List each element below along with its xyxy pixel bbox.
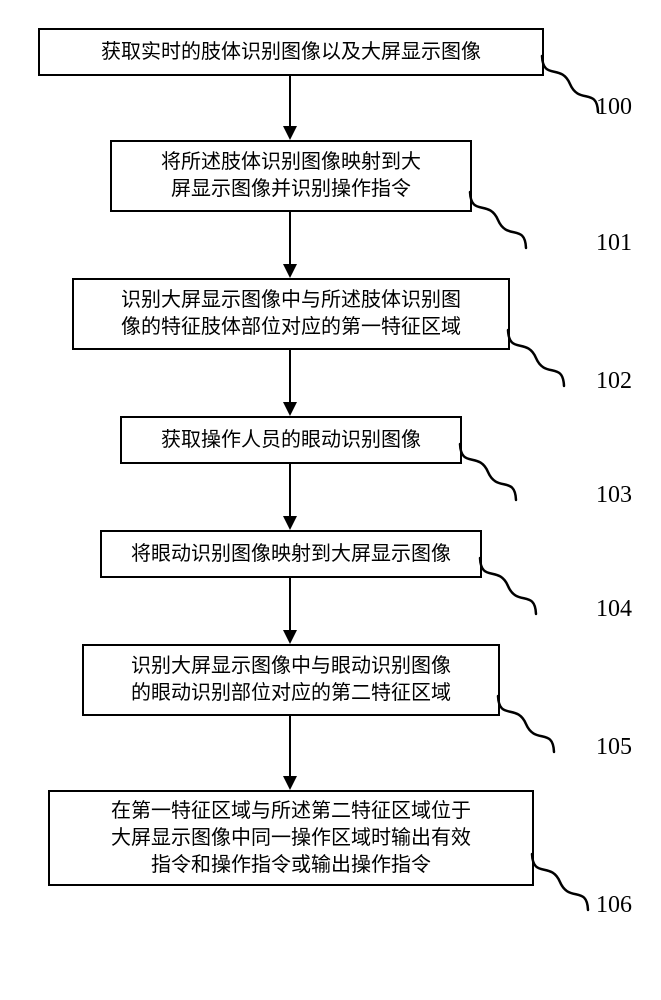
node-text: 获取操作人员的眼动识别图像 [161,427,421,454]
edge-line [289,578,291,630]
brace-connector [530,852,590,912]
node-label: 100 [596,94,632,121]
flowchart-node: 将所述肢体识别图像映射到大屏显示图像并识别操作指令 [110,140,472,212]
node-text: 在第一特征区域与所述第二特征区域位于大屏显示图像中同一操作区域时输出有效指令和操… [111,798,471,879]
node-text: 识别大屏显示图像中与眼动识别图像的眼动识别部位对应的第二特征区域 [131,653,451,707]
edge-line [289,212,291,264]
edge-arrowhead [283,776,297,790]
edge-arrowhead [283,264,297,278]
edge-line [289,350,291,402]
brace-connector [496,694,556,754]
node-text: 将所述肢体识别图像映射到大屏显示图像并识别操作指令 [161,149,421,203]
node-text: 将眼动识别图像映射到大屏显示图像 [131,541,451,568]
flowchart-node: 识别大屏显示图像中与所述肢体识别图像的特征肢体部位对应的第一特征区域 [72,278,510,350]
node-label: 101 [596,230,632,257]
flowchart-node: 在第一特征区域与所述第二特征区域位于大屏显示图像中同一操作区域时输出有效指令和操… [48,790,534,886]
node-text: 获取实时的肢体识别图像以及大屏显示图像 [101,39,481,66]
edge-line [289,464,291,516]
flowchart-node: 获取实时的肢体识别图像以及大屏显示图像 [38,28,544,76]
node-label: 104 [596,596,632,623]
node-label: 105 [596,734,632,761]
edge-arrowhead [283,402,297,416]
node-label: 103 [596,482,632,509]
node-text: 识别大屏显示图像中与所述肢体识别图像的特征肢体部位对应的第一特征区域 [121,287,461,341]
edge-arrowhead [283,126,297,140]
brace-connector [468,190,528,250]
edge-arrowhead [283,516,297,530]
node-label: 102 [596,368,632,395]
brace-connector [506,328,566,388]
flowchart-node: 识别大屏显示图像中与眼动识别图像的眼动识别部位对应的第二特征区域 [82,644,500,716]
brace-connector [540,54,600,114]
flowchart-node: 获取操作人员的眼动识别图像 [120,416,462,464]
edge-line [289,76,291,126]
edge-line [289,716,291,776]
edge-arrowhead [283,630,297,644]
brace-connector [478,556,538,616]
flowchart-node: 将眼动识别图像映射到大屏显示图像 [100,530,482,578]
flowchart-canvas: 获取实时的肢体识别图像以及大屏显示图像 100 将所述肢体识别图像映射到大屏显示图像… [0,0,661,1000]
node-label: 106 [596,892,632,919]
brace-connector [458,442,518,502]
